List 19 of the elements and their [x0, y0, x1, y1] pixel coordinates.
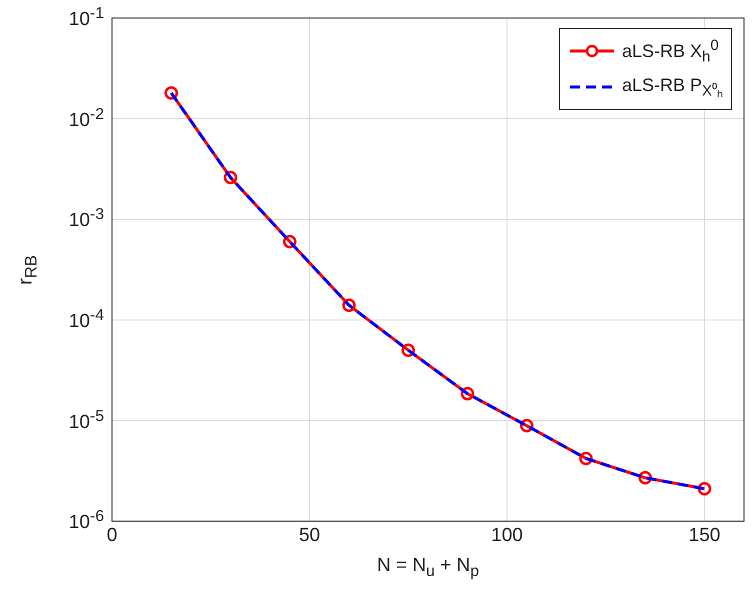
- x-tick-label: 0: [106, 524, 118, 546]
- point: [224, 170, 238, 184]
- x-axis-title: N = N$_{u}$ + N$_{p}$: [376, 555, 480, 581]
- point: [402, 343, 415, 357]
- y-tick-label: 10$^{-4}$: [68, 306, 104, 334]
- x-tick-label: 50: [298, 524, 320, 546]
- x-tick-label: 150: [688, 524, 720, 546]
- point: [460, 386, 474, 400]
- y-tick-label: 10$^{-6}$: [68, 508, 104, 534]
- legend-label: aLS-RB P$_{X⁰ₕ}$: [622, 74, 724, 100]
- x-tick-label: 100: [491, 524, 523, 546]
- point: [698, 482, 712, 496]
- point: [342, 298, 356, 312]
- y-tick-label: 10$^{-5}$: [68, 407, 104, 434]
- y-tick-label: 10$^{-2}$: [68, 105, 104, 132]
- y-tick-label: 10$^{-3}$: [68, 206, 104, 232]
- y-tick-label: 10$^{-1}$: [68, 4, 104, 32]
- point: [164, 86, 178, 100]
- point: [579, 452, 593, 466]
